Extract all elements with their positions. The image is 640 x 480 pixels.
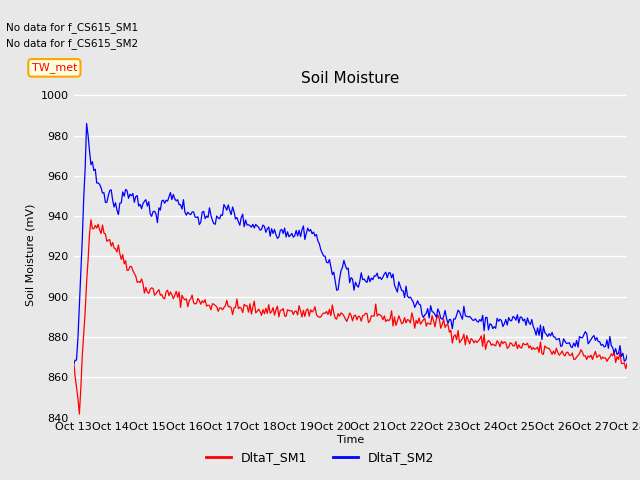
DltaT_SM1 bbox=[622, 366, 630, 372]
DltaT_SM1 bbox=[92, 223, 99, 228]
DltaT_SM1 bbox=[87, 217, 95, 223]
DltaT_SM1 bbox=[109, 240, 116, 245]
Y-axis label: Soil Moisture (mV): Soil Moisture (mV) bbox=[25, 203, 35, 306]
X-axis label: Time: Time bbox=[337, 435, 364, 445]
DltaT_SM1 bbox=[357, 318, 365, 324]
DltaT_SM1 bbox=[70, 357, 77, 362]
Title: Soil Moisture: Soil Moisture bbox=[301, 71, 399, 86]
Text: No data for f_CS615_SM2: No data for f_CS615_SM2 bbox=[6, 38, 138, 49]
DltaT_SM1 bbox=[76, 411, 83, 417]
DltaT_SM2 bbox=[356, 278, 364, 284]
DltaT_SM2 bbox=[70, 361, 77, 367]
DltaT_SM1 bbox=[467, 336, 475, 342]
Line: DltaT_SM2: DltaT_SM2 bbox=[74, 123, 627, 364]
DltaT_SM2 bbox=[90, 168, 98, 173]
DltaT_SM1 bbox=[623, 360, 631, 366]
DltaT_SM2 bbox=[108, 187, 115, 192]
DltaT_SM2 bbox=[548, 330, 556, 336]
DltaT_SM2 bbox=[623, 352, 631, 358]
Text: No data for f_CS615_SM1: No data for f_CS615_SM1 bbox=[6, 22, 138, 33]
DltaT_SM2 bbox=[466, 313, 474, 319]
Legend: DltaT_SM1, DltaT_SM2: DltaT_SM1, DltaT_SM2 bbox=[201, 446, 439, 469]
DltaT_SM2 bbox=[83, 120, 90, 126]
Line: DltaT_SM1: DltaT_SM1 bbox=[74, 220, 627, 414]
DltaT_SM1 bbox=[550, 348, 557, 354]
DltaT_SM2 bbox=[620, 359, 628, 364]
Text: TW_met: TW_met bbox=[31, 62, 77, 73]
